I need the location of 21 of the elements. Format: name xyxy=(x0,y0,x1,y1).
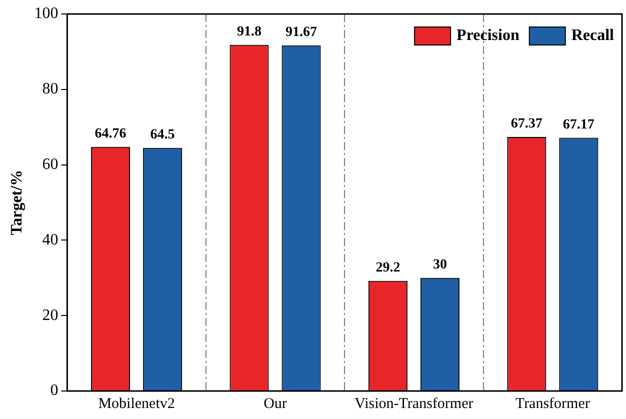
data-label: 67.37 xyxy=(510,116,542,132)
x-tick-label: Our xyxy=(264,396,287,412)
y-tick-label: 0 xyxy=(50,382,58,400)
legend-label: Precision xyxy=(456,27,520,44)
data-label: 91.8 xyxy=(236,24,262,40)
data-label: 64.5 xyxy=(150,127,175,142)
data-label: 30 xyxy=(432,258,447,273)
x-tick-label: Vision-Transformer xyxy=(354,396,474,412)
data-label: 64.76 xyxy=(94,126,126,142)
y-tick-label: 60 xyxy=(42,156,58,174)
y-tick-label: 40 xyxy=(42,231,58,248)
data-label: 67.17 xyxy=(562,117,594,132)
y-tick-label: 20 xyxy=(42,306,58,324)
y-axis-title: Target/% xyxy=(8,170,26,236)
data-label: 91.67 xyxy=(286,25,318,40)
x-tick-label: Transformer xyxy=(515,396,590,412)
data-label: 29.2 xyxy=(376,260,400,276)
legend-label: Recall xyxy=(571,27,615,44)
y-tick-label: 80 xyxy=(42,80,58,98)
x-tick-label: Mobilenetv2 xyxy=(98,396,175,412)
y-tick-label: 100 xyxy=(34,5,58,22)
